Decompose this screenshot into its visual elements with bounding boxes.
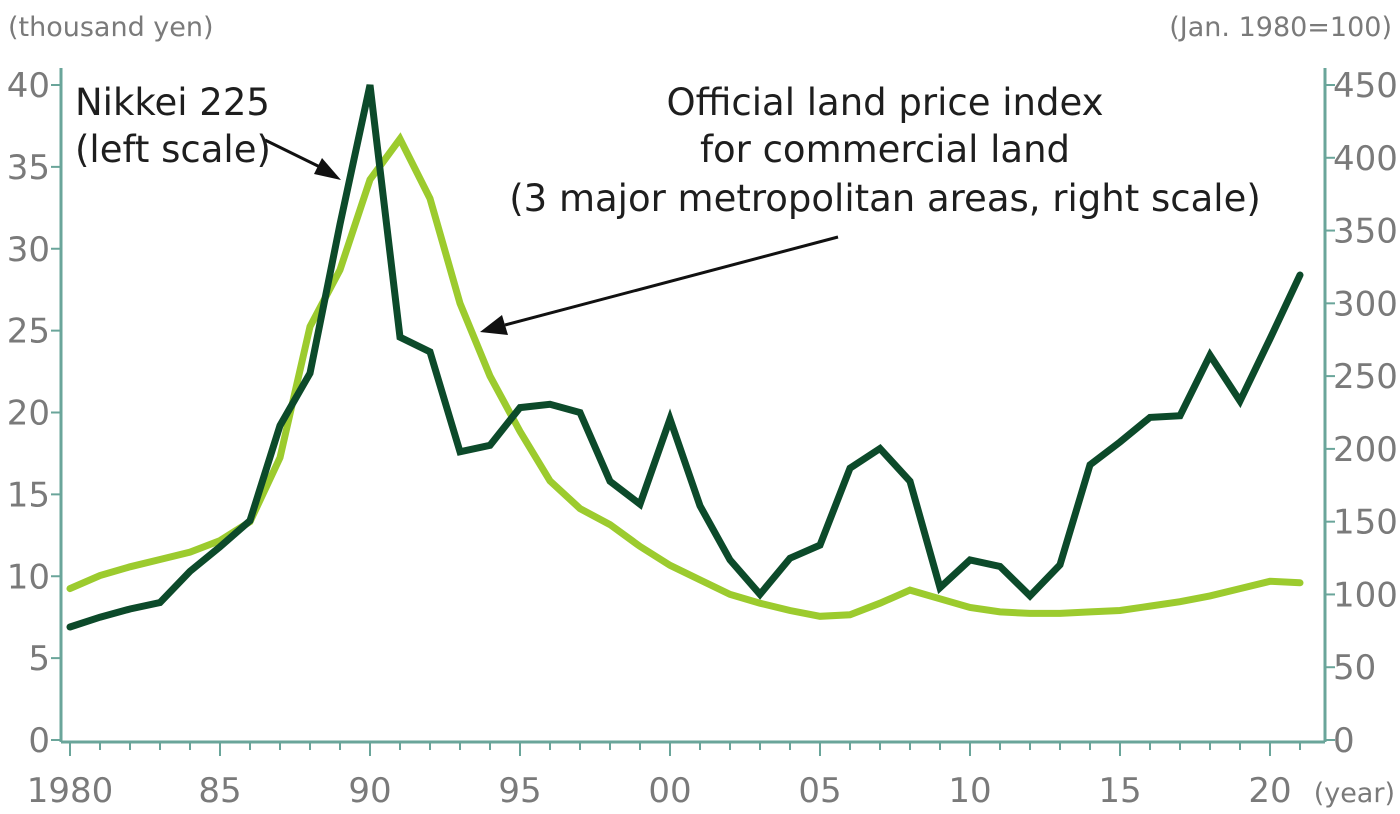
x-tick-label: 15 bbox=[1098, 771, 1141, 811]
text-layer: 1980 85 90 95 00 05 10 15 2005101520253035400501… bbox=[7, 12, 1398, 811]
annotation-layer bbox=[264, 138, 839, 335]
x-tick-label: 90 bbox=[348, 771, 391, 811]
x-tick-label: 1980 bbox=[27, 771, 114, 811]
x-tick-label: 00 bbox=[648, 771, 691, 811]
left-y-tick-label: 10 bbox=[7, 557, 50, 597]
x-tick-label: 85 bbox=[198, 771, 241, 811]
right-y-tick-label: 200 bbox=[1333, 430, 1398, 470]
left-y-tick-label: 5 bbox=[28, 639, 50, 679]
land-price-arrow-head bbox=[480, 315, 508, 335]
left-y-tick-label: 0 bbox=[28, 721, 50, 761]
x-tick-label: 05 bbox=[798, 771, 841, 811]
right-y-tick-label: 50 bbox=[1333, 648, 1376, 688]
x-tick-label: 20 bbox=[1248, 771, 1291, 811]
left-y-tick-label: 40 bbox=[7, 66, 50, 106]
right-y-tick-label: 300 bbox=[1333, 284, 1398, 324]
nikkei-annotation-line1: Nikkei 225 bbox=[75, 81, 270, 124]
right-y-tick-label: 250 bbox=[1333, 357, 1398, 397]
right-y-tick-label: 100 bbox=[1333, 575, 1398, 615]
nikkei-annotation-line2: (left scale) bbox=[75, 128, 271, 171]
right-y-tick-label: 400 bbox=[1333, 139, 1398, 179]
right-y-tick-label: 0 bbox=[1333, 721, 1355, 761]
right-unit-label: (Jan. 1980=100) bbox=[1169, 12, 1392, 43]
x-tick-label: 10 bbox=[948, 771, 991, 811]
right-y-tick-label: 450 bbox=[1333, 66, 1398, 106]
left-y-tick-label: 15 bbox=[7, 475, 50, 515]
right-y-tick-label: 350 bbox=[1333, 212, 1398, 252]
x-unit-label: (year) bbox=[1314, 778, 1395, 809]
nikkei-series-line bbox=[66, 84, 1304, 631]
left-y-tick-label: 20 bbox=[7, 394, 50, 434]
land-price-annotation-line3: (3 major metropolitan areas, right scale… bbox=[509, 177, 1261, 220]
left-y-tick-label: 25 bbox=[7, 312, 50, 352]
nikkei-arrow-head bbox=[314, 158, 341, 180]
land-price-series-line bbox=[66, 132, 1304, 620]
left-y-tick-label: 35 bbox=[7, 148, 50, 188]
nikkei-arrow-line bbox=[264, 138, 323, 170]
series-layer bbox=[66, 84, 1304, 631]
x-tick-label: 95 bbox=[498, 771, 541, 811]
left-y-tick-label: 30 bbox=[7, 230, 50, 270]
axes-layer bbox=[51, 68, 1335, 756]
land-price-arrow-line bbox=[504, 235, 839, 327]
land-price-annotation-line2: for commercial land bbox=[700, 128, 1070, 171]
left-unit-label: (thousand yen) bbox=[8, 12, 214, 43]
land-price-annotation-line1: Official land price index bbox=[667, 81, 1104, 124]
right-y-tick-label: 150 bbox=[1333, 503, 1398, 543]
